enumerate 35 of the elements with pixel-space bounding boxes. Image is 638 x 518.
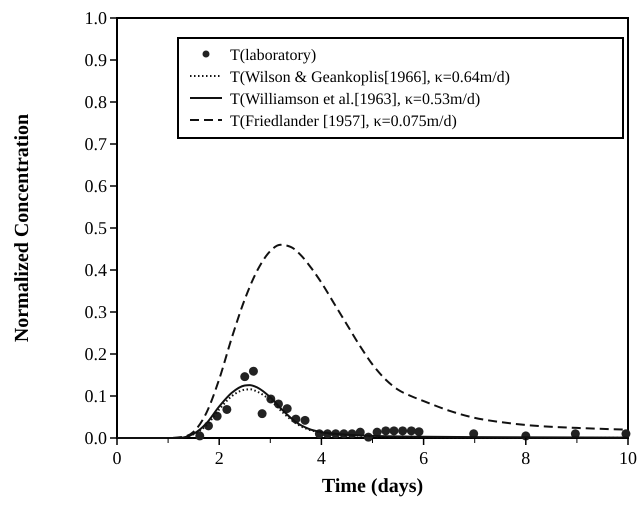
x-tick-label: 10: [619, 448, 637, 468]
point: [282, 404, 292, 414]
y-tick-label: 0.3: [84, 302, 107, 322]
x-tick-label: 8: [521, 448, 530, 468]
y-tick-label: 0.2: [84, 344, 107, 364]
x-axis-title: Time (days): [322, 475, 424, 497]
x-tick-label: 4: [316, 448, 326, 468]
y-tick-label: 0.7: [84, 134, 107, 154]
point: [389, 426, 398, 436]
point: [398, 426, 408, 436]
y-tick-label: 0.6: [84, 176, 107, 196]
y-tick-label: 0.9: [84, 50, 107, 70]
point: [381, 426, 390, 436]
legend-label: T(Friedlander [1957], κ=0.075m/d): [230, 113, 457, 130]
y-tick-label: 0.4: [84, 260, 107, 280]
point: [248, 366, 258, 376]
point: [240, 372, 250, 382]
x-tick-label: 6: [419, 448, 428, 468]
legend-label: T(Williamson et al.[1963], κ=0.53m/d): [230, 91, 480, 108]
point: [300, 416, 310, 425]
y-tick-label: 0.1: [84, 386, 107, 406]
point: [195, 431, 204, 440]
point: [414, 427, 424, 436]
y-tick-label: 0.8: [84, 92, 107, 112]
y-tick-label: 0.0: [84, 428, 107, 448]
y-axis-title: Normalized Concentration: [11, 114, 33, 342]
x-tick-label: 0: [112, 448, 122, 468]
y-tick-label: 0.5: [84, 218, 107, 238]
point: [258, 409, 267, 418]
point: [406, 426, 416, 436]
legend-label: T(laboratory): [230, 47, 316, 64]
y-tick-label: 1.0: [84, 8, 107, 28]
x-tick-label: 2: [214, 448, 224, 468]
legend-label: T(Wilson & Geankoplis[1966], κ=0.64m/d): [230, 69, 510, 86]
point: [222, 404, 232, 414]
